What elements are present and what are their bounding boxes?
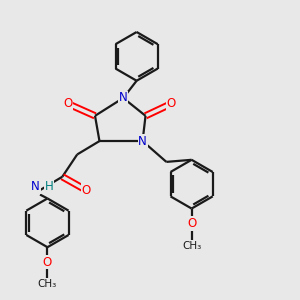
Text: N: N [138, 135, 147, 148]
Text: H: H [45, 180, 53, 193]
Text: CH₃: CH₃ [182, 241, 201, 251]
Text: N: N [119, 92, 128, 104]
Text: CH₃: CH₃ [38, 279, 57, 289]
Text: O: O [43, 256, 52, 268]
Text: O: O [166, 98, 176, 110]
Text: O: O [82, 184, 91, 196]
Text: O: O [64, 98, 73, 110]
Text: N: N [31, 180, 40, 193]
Text: O: O [187, 217, 196, 230]
